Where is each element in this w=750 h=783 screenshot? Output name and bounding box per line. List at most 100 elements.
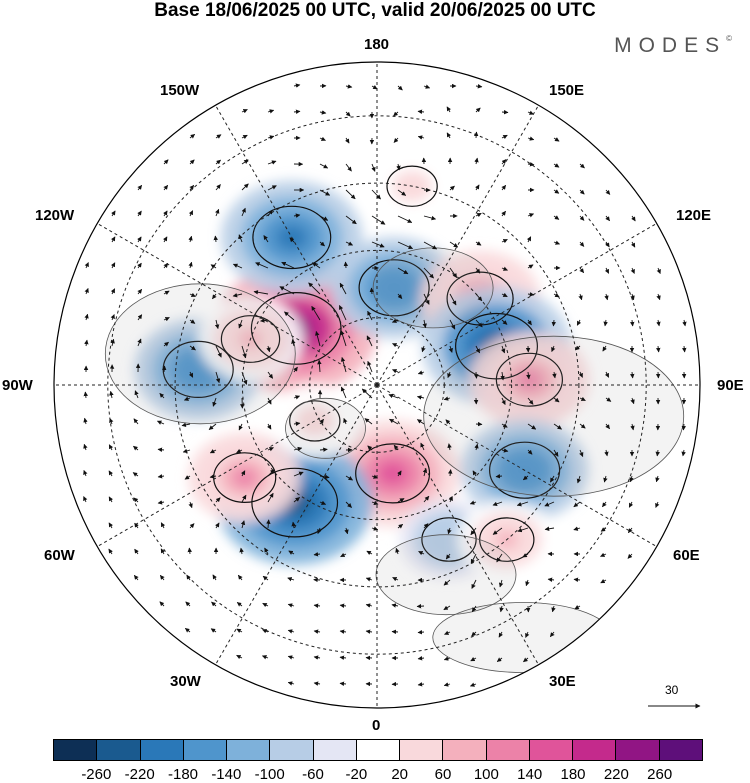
wind-vector [339,655,347,660]
wind-vector [397,189,407,196]
wind-vector [279,286,295,295]
wind-vector [255,262,269,269]
lon-label-60e: 60E [673,547,700,564]
wind-vector [156,420,165,425]
wind-vector [393,444,399,451]
wind-vector [293,446,303,452]
wind-vector [575,345,581,351]
wind-vector [189,159,195,165]
wind-vector [293,366,298,373]
wind-vector [241,494,247,503]
wind-vector [501,448,509,453]
colorbar-segment [529,740,574,760]
wind-vector [492,527,503,535]
anomaly-contour [252,205,332,270]
wind-vector [389,418,399,425]
wind-vector [498,579,504,588]
wind-vector [553,163,560,168]
wind-vector [241,183,249,191]
wind-vector [364,418,373,425]
wind-vector [475,107,481,113]
wind-vector [629,371,635,379]
wind-vector [209,449,217,454]
colorbar-tick-label: 260 [647,766,673,783]
wind-vector [579,215,585,221]
wind-vector [444,630,451,635]
land-region [104,283,296,425]
wind-vector [289,237,295,243]
wind-vector [109,390,114,399]
wind-vector [522,475,529,481]
wind-vector [656,293,661,301]
wind-vector [214,319,220,330]
wind-vector [183,396,191,401]
wind-vector [527,292,535,297]
wind-vector [137,236,142,243]
wind-vector [422,319,427,329]
wind-vector [501,423,508,428]
wind-vector [501,238,508,244]
wind-vector [344,527,349,535]
wind-vector [284,311,295,321]
wind-vector [449,185,455,191]
wind-vector [110,288,116,295]
wind-vector [525,631,530,638]
map-border [53,61,701,709]
wind-vector [605,241,610,248]
wind-vector [443,605,451,611]
wind-vector [267,397,272,405]
wind-vector [371,85,378,90]
wind-vector [630,267,635,274]
wind-vector [420,442,425,451]
colorbar-segment [54,740,98,760]
wind-vector [475,319,483,328]
wind-vector [313,603,321,608]
wind-vector [397,470,402,477]
wind-vector [287,681,295,686]
wind-vector [84,287,89,295]
wind-vector [447,527,452,535]
wind-vector [319,418,324,425]
anomaly-contour [251,467,339,538]
wind-vector [339,629,347,634]
colorbar-segment [400,740,444,760]
lon-label-120e: 120E [676,207,712,224]
wind-vector [501,210,506,217]
wind-vector [475,184,480,191]
wind-vector [345,163,352,172]
land-region [372,247,494,329]
wind-vector [393,111,399,117]
lon-label-30w: 30W [170,673,201,690]
colorbar-ticks: -260 -220 -180 -140 -100 -60 -20 20 60 100 140 180 2… [53,766,703,783]
wind-vector [447,371,452,379]
wind-vector [681,423,687,431]
wind-vector [291,339,296,347]
wind-vector [473,131,479,139]
wind-vector [603,319,608,327]
wind-vector [371,215,386,225]
wind-vector [212,397,217,407]
wind-vector [232,263,243,269]
colorbar-tick-label: -140 [211,766,242,783]
wind-vector [267,469,275,477]
wind-vector [393,137,399,143]
wind-vector [267,492,274,503]
wind-vector [361,388,373,399]
wind-vector [496,657,503,662]
wind-vector [367,310,373,321]
wind-vector [83,391,89,399]
wind-vector [501,134,508,140]
wind-vector [573,526,581,531]
wind-vector [267,109,275,114]
wind-vector [339,282,347,295]
wind-vector [416,603,425,609]
wind-vector [605,397,612,402]
wind-vector [365,577,373,582]
wind-vector [579,423,586,429]
meridian-line [210,97,378,386]
wind-vector [111,236,116,243]
anomaly-contour [358,259,430,317]
wind-vector [681,345,687,353]
wind-vector [83,417,88,425]
wind-vector [579,189,585,195]
